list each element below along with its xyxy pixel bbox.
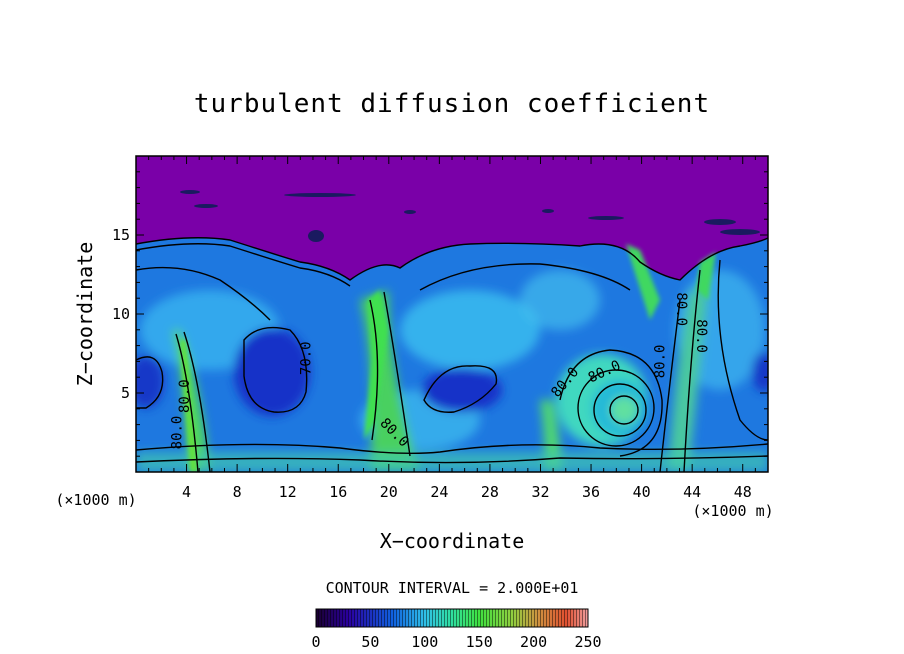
colorbar-tick-label: 200 [520, 633, 547, 651]
contour-label: 80.0 [693, 319, 709, 353]
chart-title: turbulent diffusion coefficient [194, 89, 710, 119]
heatmap-field [136, 156, 768, 472]
x-unit-left: (×1000 m) [55, 491, 136, 509]
x-tick-label: 12 [279, 483, 297, 501]
colorbar-tick-label: 100 [411, 633, 438, 651]
x-tick-label: 40 [633, 483, 651, 501]
contour-label: 70.0 [298, 341, 314, 375]
colorbar-tick-label: 0 [311, 633, 320, 651]
x-tick-label: 44 [683, 483, 701, 501]
contour-interval-text: CONTOUR INTERVAL = 2.000E+01 [326, 579, 579, 597]
x-tick-label: 8 [233, 483, 242, 501]
y-axis-label: Z−coordinate [73, 242, 97, 387]
x-unit-right: (×1000 m) [692, 502, 773, 520]
contour-label: 80.0 [673, 292, 689, 326]
colorbar-tick-label: 250 [574, 633, 601, 651]
x-axis-label: X−coordinate [380, 529, 525, 553]
x-tick-label: 4 [182, 483, 191, 501]
x-tick-label: 48 [734, 483, 752, 501]
x-tick-label: 20 [380, 483, 398, 501]
colorbar-tick-label: 150 [466, 633, 493, 651]
x-axis: 4 8 12 16 20 24 28 32 36 40 44 48 [135, 156, 769, 501]
contour-label: 80.0 [652, 345, 668, 379]
y-axis: 5 10 15 [112, 155, 768, 473]
y-tick-label: 15 [112, 226, 130, 244]
contour-label: 80.0 [170, 416, 186, 450]
colorbar [315, 608, 589, 628]
contour-label: 80.0 [177, 379, 193, 413]
contour-labels: 80.080.070.080.080.0 80.0 80.080.080.0 [170, 292, 710, 450]
x-tick-label: 28 [481, 483, 499, 501]
x-tick-label: 32 [531, 483, 549, 501]
x-tick-label: 24 [430, 483, 448, 501]
y-tick-label: 5 [121, 384, 130, 402]
x-tick-label: 16 [329, 483, 347, 501]
x-tick-label: 36 [582, 483, 600, 501]
y-tick-label: 10 [112, 305, 130, 323]
colorbar-ticks: 0 50 100 150 200 250 [311, 633, 601, 651]
colorbar-tick-label: 50 [361, 633, 379, 651]
